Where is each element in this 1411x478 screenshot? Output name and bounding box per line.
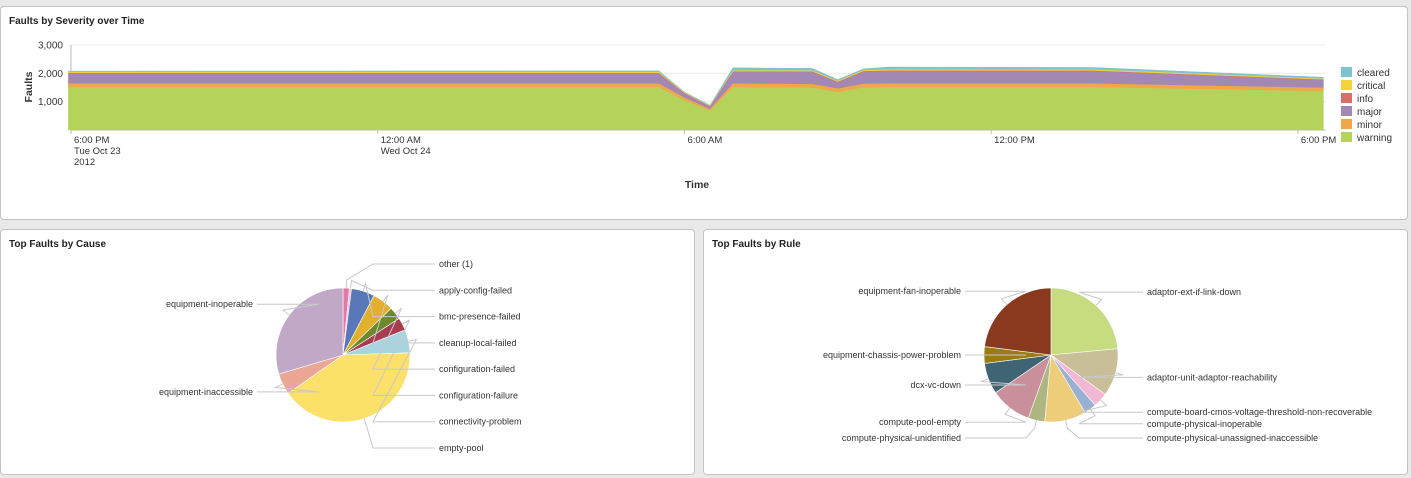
- pie-slice-empty-pool: [287, 352, 411, 423]
- severity-panel: Faults by Severity over Time 1,000 2,000 3…: [0, 6, 1408, 220]
- legend-swatch-major: [1341, 106, 1352, 116]
- pie-leader-line: [345, 263, 435, 289]
- pie-label-equipment-fan-inoperable: equipment-fan-inoperable: [858, 286, 961, 296]
- pie-leader-line: [363, 418, 435, 449]
- pie-leader-line: [1078, 291, 1143, 306]
- pie-slice-equipment-fan-inoperable: [984, 287, 1052, 356]
- pie-leader-line: [965, 290, 1027, 306]
- y-tick-label: 1,000: [38, 97, 63, 108]
- x-tick-label: 12:00 AM Wed Oct 24: [381, 135, 431, 157]
- x-axis-label: Time: [685, 179, 709, 191]
- x-tick-label: 6:00 PM: [1301, 135, 1336, 146]
- pie-leader-line: [1065, 420, 1143, 439]
- pie-leader-line: [372, 338, 435, 423]
- legend-label-minor: minor: [1357, 120, 1383, 131]
- y-tick-label: 2,000: [38, 69, 63, 80]
- pie-label-adaptor-unit-adaptor-reachability: adaptor-unit-adaptor-reachability: [1147, 372, 1278, 382]
- pie-label-configuration-failure: configuration-failure: [439, 390, 518, 400]
- panel-title: Top Faults by Rule: [712, 239, 801, 250]
- pie-leader-line: [1078, 399, 1143, 413]
- pie-leader-line: [350, 279, 435, 291]
- legend-label-critical: critical: [1357, 81, 1385, 92]
- cause-pie-chart: other (1) apply-config-failed bmc-presence…: [159, 259, 522, 453]
- pie-leader-line: [965, 420, 1037, 439]
- pie-label-equipment-inoperable: equipment-inoperable: [166, 299, 253, 309]
- pie-leader-line: [372, 294, 435, 344]
- pie-label-empty-pool: empty-pool: [439, 443, 484, 453]
- pie-slice-adaptor-ext-if-link-down: [1050, 287, 1119, 356]
- cause-panel: Top Faults by Cause other (1) apply-confi…: [0, 229, 695, 475]
- pie-label-adaptor-ext-if-link-down: adaptor-ext-if-link-down: [1147, 287, 1241, 297]
- rule-pie-chart: adaptor-ext-if-link-down adaptor-unit-ada…: [823, 286, 1372, 443]
- area-series-cleared: [68, 66, 1324, 106]
- pie-label-equipment-chassis-power-problem: equipment-chassis-power-problem: [823, 350, 961, 360]
- y-axis-label: Faults: [23, 71, 35, 102]
- legend-label-major: major: [1357, 107, 1383, 118]
- pie-label-equipment-inaccessible: equipment-inaccessible: [159, 387, 253, 397]
- pie-leader-line: [1078, 408, 1143, 425]
- pie-slice-equipment-inoperable: [275, 287, 344, 375]
- pie-label-other-1: other (1): [439, 259, 473, 269]
- pie-label-compute-physical-unassigned-inaccessible: compute-physical-unassigned-inaccessible: [1147, 433, 1318, 443]
- area-series-warning: [68, 86, 1324, 131]
- pie-leader-line: [965, 407, 1027, 423]
- panel-title: Faults by Severity over Time: [9, 16, 145, 27]
- legend-label-cleared: cleared: [1357, 68, 1390, 79]
- legend-swatch-critical: [1341, 80, 1352, 90]
- pie-leader-line: [257, 383, 320, 393]
- pie-leader-line: [965, 378, 1027, 386]
- legend-swatch-cleared: [1341, 67, 1352, 77]
- x-tick-label: 12:00 PM: [994, 135, 1035, 146]
- pie-leader-line: [1078, 372, 1143, 378]
- pie-label-compute-board-cmos-voltage-threshold-non-recoverable: compute-board-cmos-voltage-threshold-non…: [1147, 407, 1372, 417]
- pie-label-apply-config-failed: apply-config-failed: [439, 285, 512, 295]
- pie-label-configuration-failed: configuration-failed: [439, 364, 515, 374]
- pie-label-compute-physical-inoperable: compute-physical-inoperable: [1147, 419, 1262, 429]
- legend-swatch-minor: [1341, 119, 1352, 129]
- pie-leader-line: [372, 307, 435, 370]
- pie-label-compute-pool-empty: compute-pool-empty: [879, 417, 962, 427]
- pie-leader-line: [257, 303, 320, 316]
- y-tick-label: 3,000: [38, 41, 63, 52]
- pie-leader-line: [372, 319, 435, 396]
- pie-label-connectivity-problem: connectivity-problem: [439, 417, 522, 427]
- pie-label-bmc-presence-failed: bmc-presence-failed: [439, 312, 521, 322]
- legend-swatch-warning: [1341, 132, 1352, 142]
- legend-label-info: info: [1357, 94, 1374, 105]
- legend-swatch-info: [1341, 93, 1352, 103]
- x-tick-label: 6:00 AM: [687, 135, 722, 146]
- pie-label-cleanup-local-failed: cleanup-local-failed: [439, 338, 517, 348]
- legend-label-warning: warning: [1356, 133, 1392, 144]
- severity-area-chart: 1,000 2,000 3,000 6:00 PM Tue Oct 23 2012 12:0…: [23, 41, 1392, 192]
- x-tick-label: 6:00 PM Tue Oct 23 2012: [74, 135, 121, 168]
- panel-title: Top Faults by Cause: [9, 239, 107, 250]
- rule-panel: Top Faults by Rule adaptor-ext-if-link-d…: [703, 229, 1408, 475]
- pie-leader-line: [362, 281, 435, 318]
- pie-label-dcx-vc-down: dcx-vc-down: [910, 380, 961, 390]
- pie-label-compute-physical-unidentified: compute-physical-unidentified: [842, 433, 961, 443]
